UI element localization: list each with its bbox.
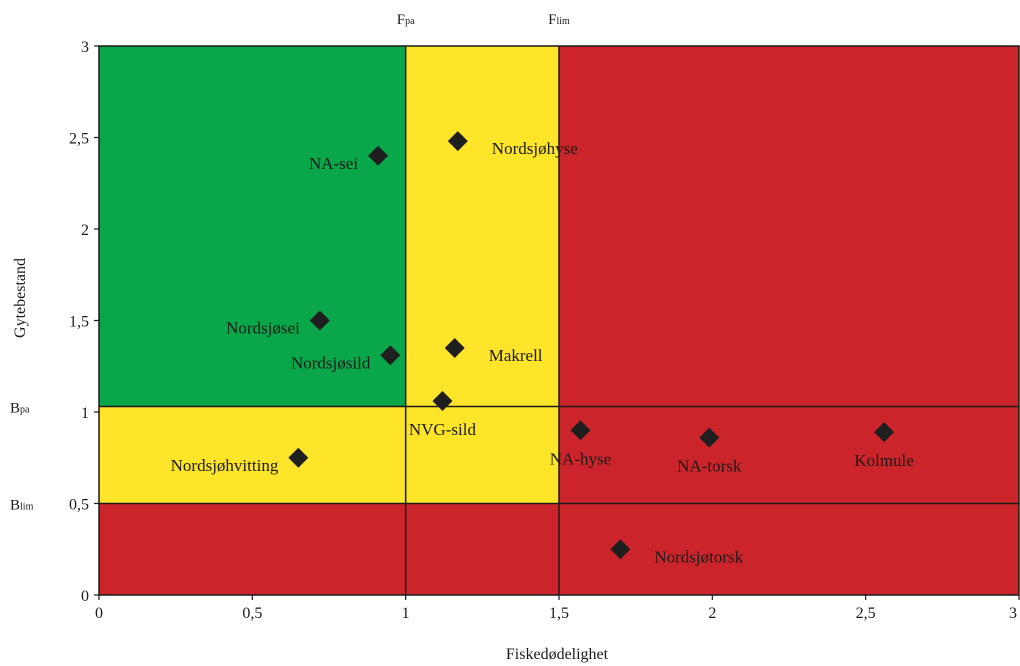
point-10 — [874, 422, 895, 443]
y-tick-label-1: 0,5 — [69, 497, 89, 514]
zone-1 — [99, 46, 406, 407]
vertical-reference-label-2: Flim — [548, 12, 570, 28]
zone-2 — [405, 46, 559, 407]
y-tick-label-4: 2 — [81, 222, 89, 239]
x-tick-label-6: 3 — [1009, 605, 1017, 622]
data-points — [288, 131, 895, 560]
horizontal-reference-label-1: Bpa — [10, 401, 30, 417]
y-axis-title: Gytebestand — [12, 258, 29, 338]
y-tick-label-0: 0 — [81, 588, 89, 605]
point-label-9: NA-torsk — [677, 457, 742, 476]
point-label-10: Kolmule — [854, 451, 914, 470]
vertical-reference-label-1: Fpa — [397, 12, 415, 28]
axes: 0 0,5 1 1,5 2 2,5 3 0 0,5 1 1,5 2 2,5 3 — [69, 39, 1020, 622]
y-tick-label-3: 1,5 — [69, 314, 89, 331]
x-tick-label-1: 0,5 — [242, 605, 262, 622]
zone-4 — [99, 406, 559, 504]
y-tick-label-2: 1 — [81, 405, 89, 422]
point-label-7: Nordsjøhvitting — [171, 456, 279, 475]
point-5 — [444, 337, 465, 358]
x-tick-label-3: 1,5 — [549, 605, 569, 622]
point-label-2: Nordsjøhyse — [492, 139, 578, 158]
point-1 — [368, 145, 389, 166]
point-label-5: Makrell — [489, 346, 543, 365]
zone-5 — [559, 406, 1019, 504]
point-3 — [309, 310, 330, 331]
x-axis-title: Fiskedødelighet — [506, 646, 609, 663]
point-4 — [380, 345, 401, 366]
point-labels: NA-sei Nordsjøhyse Nordsjøsei Nordsjøsild Ma… — [171, 139, 914, 566]
point-11 — [610, 539, 631, 560]
point-label-1: NA-sei — [309, 154, 358, 173]
y-tick-label-5: 2,5 — [69, 131, 89, 148]
x-tick-label-0: 0 — [95, 605, 103, 622]
point-label-4: Nordsjøsild — [291, 353, 371, 372]
point-label-11: Nordsjøtorsk — [654, 547, 743, 566]
x-tick-label-4: 2 — [708, 605, 716, 622]
point-6 — [432, 391, 453, 412]
x-tick-label-2: 1 — [402, 605, 410, 622]
point-7 — [288, 447, 309, 468]
horizontal-reference-label-2: Blim — [10, 498, 34, 514]
point-2 — [447, 131, 468, 152]
point-8 — [570, 420, 591, 441]
zone-3 — [559, 46, 1019, 407]
point-9 — [699, 427, 720, 448]
x-tick-label-5: 2,5 — [856, 605, 876, 622]
y-tick-label-6: 3 — [81, 39, 89, 56]
point-label-6: NVG-sild — [409, 420, 477, 439]
point-label-8: NA-hyse — [550, 449, 611, 468]
reference-lines: Fpa Flim Bpa Blim — [10, 12, 1019, 595]
point-label-3: Nordsjøsei — [226, 319, 300, 338]
